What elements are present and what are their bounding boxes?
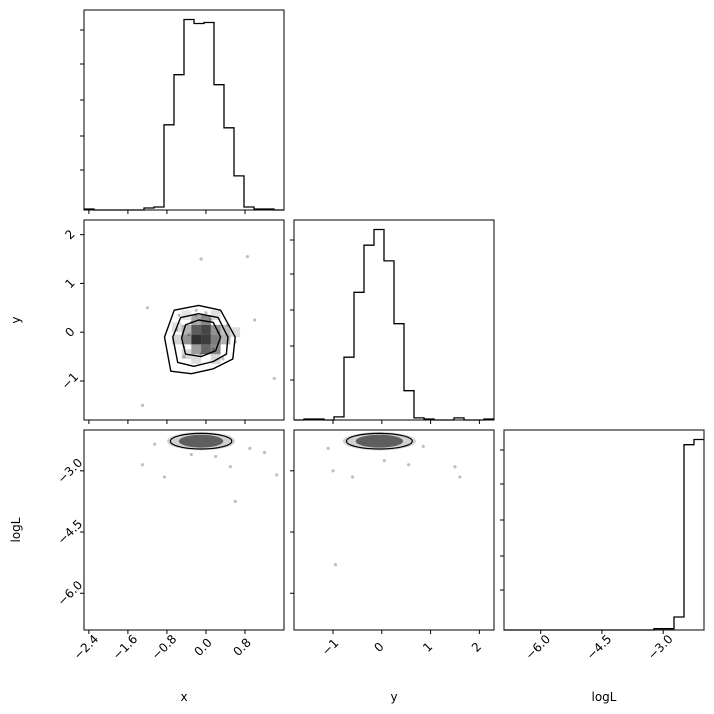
density-cell bbox=[191, 324, 202, 335]
panel-frame bbox=[503, 429, 705, 631]
sample-point bbox=[221, 357, 225, 361]
panel-frame bbox=[83, 219, 285, 421]
density-cell bbox=[210, 310, 221, 320]
contour-line bbox=[169, 432, 233, 450]
sample-point bbox=[228, 465, 232, 469]
panel-frame bbox=[293, 429, 495, 631]
panel-frame bbox=[83, 9, 285, 211]
sample-point bbox=[326, 446, 330, 450]
panel-hist-y bbox=[293, 219, 495, 421]
density-cell bbox=[210, 334, 221, 345]
y-axis-title-left: y bbox=[9, 316, 23, 323]
tick-label-y: 0 bbox=[371, 640, 386, 655]
density-cell bbox=[201, 334, 211, 345]
sample-point bbox=[262, 450, 267, 455]
sample-point bbox=[189, 452, 193, 457]
panel-frame bbox=[83, 429, 285, 631]
sample-point bbox=[350, 475, 355, 479]
tick-label-logL: −4.5 bbox=[584, 632, 615, 663]
panel-xy bbox=[83, 219, 285, 421]
sample-point bbox=[199, 352, 203, 356]
y-axis-title-bottom: y bbox=[390, 690, 397, 704]
logL-axis-title-bottom: logL bbox=[592, 690, 617, 704]
sample-point bbox=[333, 563, 338, 567]
density-cell bbox=[181, 310, 192, 320]
density-cell bbox=[181, 324, 192, 335]
sample-point bbox=[275, 473, 279, 477]
sample-point bbox=[194, 308, 198, 312]
tick-label-logL: −3.0 bbox=[645, 632, 676, 663]
tick-label-x: −0.8 bbox=[149, 632, 180, 663]
density-core bbox=[178, 434, 224, 448]
tick-label-y: −1 bbox=[59, 370, 81, 392]
sample-point bbox=[187, 333, 191, 337]
histogram-x-line bbox=[84, 18, 284, 211]
tick-label-y: 1 bbox=[420, 640, 435, 655]
sample-point bbox=[153, 442, 157, 446]
density-cell bbox=[210, 324, 221, 335]
tick-label-y: −1 bbox=[319, 636, 341, 658]
sample-point bbox=[162, 475, 167, 479]
sample-point bbox=[214, 454, 218, 459]
sample-point bbox=[253, 318, 257, 322]
density-cell bbox=[191, 334, 202, 345]
sample-point bbox=[177, 313, 181, 317]
contour-line bbox=[163, 304, 236, 375]
tick-label-y: 0 bbox=[62, 325, 77, 340]
tick-label-logL: −6.0 bbox=[523, 632, 554, 663]
histogram-y-line bbox=[294, 228, 494, 421]
density-cell bbox=[201, 344, 211, 355]
density-cell bbox=[191, 354, 202, 364]
sample-point bbox=[211, 347, 215, 351]
contour-line bbox=[180, 319, 222, 358]
contour-line bbox=[172, 313, 229, 367]
panel-x-logL bbox=[83, 429, 285, 631]
panel-y-logL bbox=[293, 429, 495, 631]
density-core bbox=[355, 434, 404, 448]
sample-point bbox=[233, 499, 237, 504]
histogram-logL-line bbox=[504, 438, 704, 631]
tick-label-y: 2 bbox=[62, 227, 77, 242]
sample-point bbox=[458, 475, 462, 479]
sample-point bbox=[407, 463, 411, 467]
tick-label-x: −2.4 bbox=[71, 632, 102, 663]
sample-point bbox=[382, 459, 386, 463]
contour-line bbox=[345, 432, 413, 450]
sample-point bbox=[140, 403, 145, 407]
panel-hist-logL bbox=[503, 429, 705, 631]
density-cell bbox=[191, 344, 202, 355]
sample-point bbox=[331, 469, 335, 473]
logL-axis-title-left: logL bbox=[9, 517, 23, 542]
sample-point bbox=[245, 254, 250, 259]
density-cell bbox=[210, 354, 221, 364]
tick-label-x: 0.8 bbox=[230, 635, 253, 658]
tick-label-y: 2 bbox=[469, 640, 484, 655]
panel-hist-x bbox=[83, 9, 285, 211]
density-cell bbox=[220, 324, 231, 335]
sample-point bbox=[204, 311, 208, 315]
panel-frame bbox=[293, 219, 495, 421]
sample-point bbox=[140, 463, 145, 467]
sample-point bbox=[145, 306, 150, 310]
density-cell bbox=[230, 327, 241, 338]
density-cell bbox=[220, 334, 231, 345]
density-cell bbox=[181, 334, 192, 345]
density-cell bbox=[191, 315, 202, 325]
density-cell bbox=[171, 334, 182, 345]
sample-point bbox=[182, 354, 186, 359]
sample-point bbox=[421, 444, 425, 448]
sample-point bbox=[209, 318, 213, 322]
tick-label-x: 0.0 bbox=[191, 635, 214, 658]
sample-point bbox=[453, 465, 457, 469]
sample-point bbox=[248, 446, 252, 450]
tick-label-y: 1 bbox=[62, 276, 77, 291]
density-cell bbox=[201, 324, 211, 335]
sample-point bbox=[272, 376, 276, 381]
density-cell bbox=[201, 315, 211, 325]
sample-point bbox=[199, 257, 203, 261]
tick-label-x: −1.6 bbox=[110, 632, 141, 663]
x-axis-title: x bbox=[180, 690, 187, 704]
